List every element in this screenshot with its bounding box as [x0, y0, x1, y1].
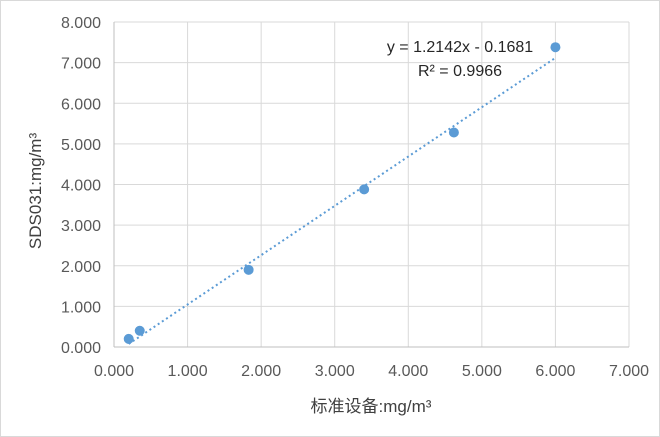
- y-tick-label: 8.000: [61, 15, 101, 32]
- x-tick-label: 7.000: [609, 363, 649, 380]
- data-point: [243, 264, 254, 275]
- x-tick-label: 6.000: [535, 363, 575, 380]
- y-tick-label: 2.000: [61, 259, 101, 276]
- y-axis-title: SDS031:mg/m³: [26, 133, 45, 250]
- x-tick-labels: 0.000 1.000 2.000 3.000 4.000 5.000 6.000 7.000: [94, 363, 649, 380]
- y-tick-label: 6.000: [61, 96, 101, 113]
- y-tick-labels: 0.000 1.000 2.000 3.000 4.000 5.000 6.000 7.000…: [61, 15, 101, 357]
- trendline-equation: y = 1.2142x - 0.1681: [387, 39, 533, 56]
- x-tick-label: 0.000: [94, 363, 134, 380]
- y-tick-label: 7.000: [61, 56, 101, 73]
- data-point: [134, 325, 145, 336]
- data-point: [123, 333, 134, 344]
- x-tick-label: 5.000: [462, 363, 502, 380]
- x-axis-title: 标准设备:mg/m³: [311, 397, 432, 416]
- y-tick-label: 5.000: [61, 137, 101, 154]
- x-tick-label: 4.000: [388, 363, 428, 380]
- x-tick-label: 3.000: [315, 363, 355, 380]
- x-tick-label: 2.000: [241, 363, 281, 380]
- y-tick-label: 3.000: [61, 218, 101, 235]
- linear-trendline: [128, 57, 556, 345]
- y-tick-label: 1.000: [61, 299, 101, 316]
- data-point: [550, 42, 561, 53]
- grid-layer: [114, 21, 630, 347]
- data-point: [359, 184, 370, 195]
- points-layer: [123, 42, 561, 344]
- x-tick-label: 1.000: [168, 363, 208, 380]
- y-tick-label: 4.000: [61, 178, 101, 195]
- trendline-r2: R² = 0.9966: [418, 63, 502, 80]
- trendline-layer: [128, 57, 556, 345]
- y-tick-label: 0.000: [61, 340, 101, 357]
- axis-layer: [113, 22, 629, 348]
- data-point: [448, 127, 459, 138]
